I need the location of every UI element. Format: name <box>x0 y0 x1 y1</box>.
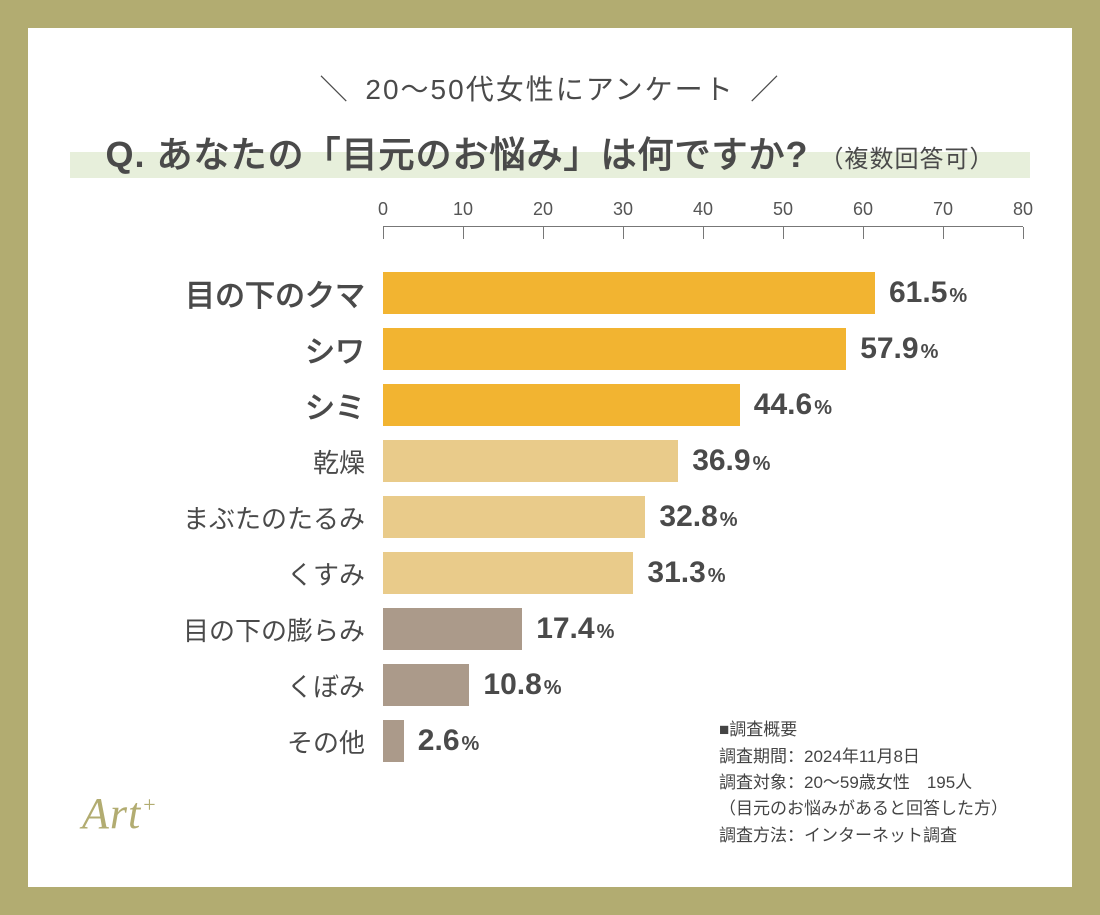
percent-sign: % <box>720 509 738 531</box>
bar <box>383 664 469 706</box>
value-label: 36.9% <box>692 444 770 478</box>
axis-tick-label: 20 <box>533 199 553 220</box>
survey-info-box: ■調査概要 調査期間：2024年11月8日 調査対象：20〜59歳女性 195人… <box>719 717 1008 849</box>
survey-info-line: 調査方法：インターネット調査 <box>719 823 1008 849</box>
survey-audience-tag: ＼ 20〜50代女性にアンケート ／ <box>88 68 1012 108</box>
value-label: 44.6% <box>754 388 832 422</box>
bar <box>383 608 522 650</box>
category-label: くぼみ <box>287 667 383 704</box>
percent-sign: % <box>753 453 771 475</box>
slash-left-icon: ＼ <box>320 68 350 108</box>
percent-sign: % <box>708 565 726 587</box>
logo-text: Art <box>82 789 141 838</box>
category-label: 目の下のクマ <box>185 271 383 315</box>
category-label: くすみ <box>287 555 383 592</box>
category-label: 乾燥 <box>313 443 383 480</box>
axis-tick-label: 60 <box>853 199 873 220</box>
category-label: 目の下の膨らみ <box>183 611 383 648</box>
axis-tick-label: 80 <box>1013 199 1033 220</box>
value-label: 10.8% <box>483 668 561 702</box>
survey-info-heading: ■調査概要 <box>719 717 1008 743</box>
value-label: 31.3% <box>647 556 725 590</box>
brand-logo: Art+ <box>82 788 157 839</box>
question-heading: Q. あなたの「目元のお悩み」は何ですか? （複数回答可） <box>88 126 1012 178</box>
axis-tick-label: 70 <box>933 199 953 220</box>
axis-tick-label: 40 <box>693 199 713 220</box>
question-note: （複数回答可） <box>820 146 995 173</box>
percent-sign: % <box>949 285 967 307</box>
percent-sign: % <box>544 677 562 699</box>
panel: ＼ 20〜50代女性にアンケート ／ Q. あなたの「目元のお悩み」は何ですか?… <box>28 28 1072 887</box>
category-label: その他 <box>287 723 383 760</box>
survey-info-line: 調査対象：20〜59歳女性 195人 <box>719 770 1008 796</box>
bar <box>383 440 678 482</box>
chart-row: 目の下のクマ61.5% <box>383 272 1023 314</box>
bar <box>383 328 846 370</box>
bar <box>383 720 404 762</box>
survey-audience-text: 20〜50代女性にアンケート <box>365 74 734 105</box>
value-label: 61.5% <box>889 276 967 310</box>
axis-tick-label: 30 <box>613 199 633 220</box>
axis-tick-label: 10 <box>453 199 473 220</box>
survey-info-line: （目元のお悩みがあると回答した方） <box>719 796 1008 822</box>
chart-row: 目の下の膨らみ17.4% <box>383 608 1023 650</box>
value-label: 32.8% <box>659 500 737 534</box>
bar <box>383 384 740 426</box>
percent-sign: % <box>814 397 832 419</box>
category-label: まぶたのたるみ <box>183 499 383 536</box>
chart-row: シミ44.6% <box>383 384 1023 426</box>
category-label: シミ <box>305 383 383 427</box>
value-label: 57.9% <box>860 332 938 366</box>
bar <box>383 496 645 538</box>
question-text: Q. あなたの「目元のお悩み」は何ですか? （複数回答可） <box>105 134 994 175</box>
category-label: シワ <box>305 327 383 371</box>
chart-row: まぶたのたるみ32.8% <box>383 496 1023 538</box>
percent-sign: % <box>462 733 480 755</box>
x-axis: 01020304050607080 <box>383 226 1023 272</box>
value-label: 17.4% <box>536 612 614 646</box>
chart-row: くすみ31.3% <box>383 552 1023 594</box>
bar-chart: 01020304050607080 目の下のクマ61.5% シワ57.9% シミ44… <box>383 226 1023 762</box>
survey-info-line: 調査期間：2024年11月8日 <box>719 744 1008 770</box>
axis-tick-label: 50 <box>773 199 793 220</box>
slash-right-icon: ／ <box>750 68 780 108</box>
chart-row: くぼみ10.8% <box>383 664 1023 706</box>
percent-sign: % <box>597 621 615 643</box>
logo-plus-icon: + <box>143 792 156 817</box>
axis-tick-label: 0 <box>378 199 388 220</box>
chart-bars: 目の下のクマ61.5% シワ57.9% シミ44.6% 乾燥36.9% まぶたのたるみ3… <box>383 272 1023 762</box>
chart-row: 乾燥36.9% <box>383 440 1023 482</box>
frame: ＼ 20〜50代女性にアンケート ／ Q. あなたの「目元のお悩み」は何ですか?… <box>0 0 1100 915</box>
chart-row: シワ57.9% <box>383 328 1023 370</box>
percent-sign: % <box>921 341 939 363</box>
bar <box>383 552 633 594</box>
bar <box>383 272 875 314</box>
value-label: 2.6% <box>418 724 480 758</box>
